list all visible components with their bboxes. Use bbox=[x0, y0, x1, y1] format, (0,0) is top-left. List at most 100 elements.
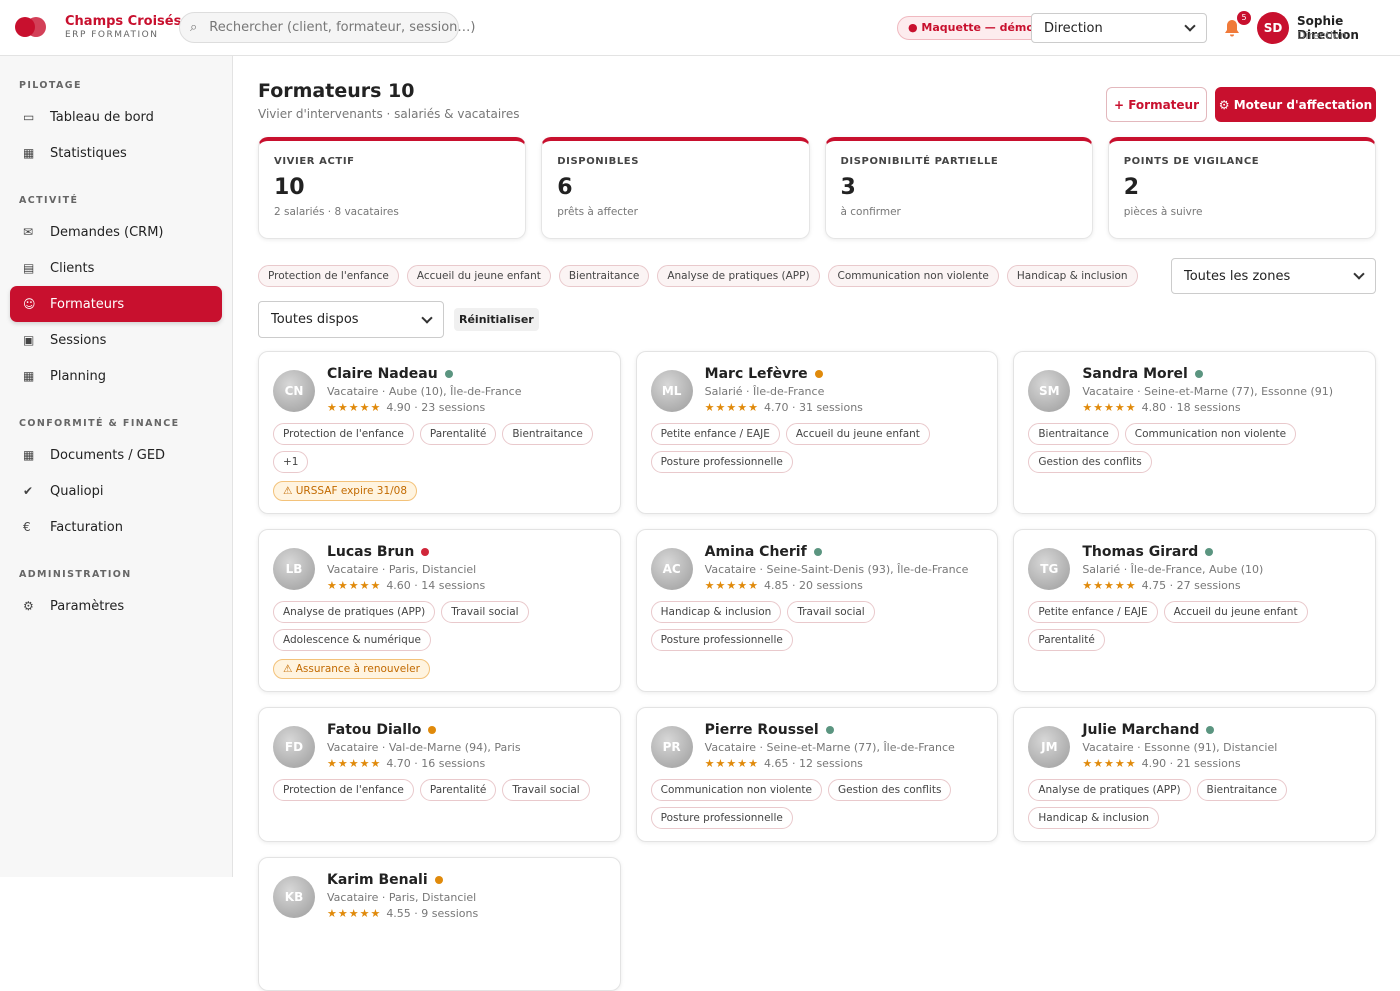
trainer-avatar: AC bbox=[650, 548, 693, 590]
trainer-name-row: Amina Cherif bbox=[705, 544, 984, 560]
trainer-name: Marc Lefèvre bbox=[704, 366, 808, 382]
trainer-name-row: Sandra Morel bbox=[1082, 366, 1361, 382]
trainer-details: Vacataire · Essonne (91), Distanciel bbox=[1082, 741, 1278, 754]
trainer-rating: ★★★★★ 4.85 · 20 sessions bbox=[705, 579, 984, 592]
add-trainer-button[interactable]: + Formateur bbox=[1106, 87, 1207, 122]
trainer-tags: Communication non violente Gestion des co… bbox=[650, 779, 984, 829]
role-select[interactable]: Direction bbox=[1031, 13, 1207, 43]
skill-tag: Posture professionnelle bbox=[650, 451, 793, 473]
nav-item[interactable]: ▦ Statistiques bbox=[10, 135, 222, 171]
nav-label: Formateurs bbox=[50, 296, 125, 312]
zone-select[interactable]: Toutes les zones bbox=[1171, 258, 1376, 294]
skill-tag: Handicap & inclusion bbox=[650, 601, 782, 623]
search-icon: ⌕ bbox=[190, 20, 198, 35]
trainer-info: Marc Lefèvre Salarié · Île-de-France ★★★★★… bbox=[705, 366, 984, 414]
nav-item[interactable]: ✉ Demandes (CRM) bbox=[10, 214, 222, 250]
rating-text: 4.80 · 18 sessions bbox=[1141, 401, 1241, 414]
rating-text: 4.75 · 27 sessions bbox=[1141, 579, 1241, 592]
skill-tag: Petite enfance / EAJE bbox=[1028, 601, 1158, 623]
trainer-tags: Petite enfance / EAJE Accueil du jeune en… bbox=[1028, 601, 1361, 651]
trainer-rating: ★★★★★ 4.65 · 12 sessions bbox=[705, 757, 984, 770]
nav-item[interactable]: ▣ Sessions bbox=[10, 322, 222, 358]
trainer-rating: ★★★★★ 4.75 · 27 sessions bbox=[1082, 579, 1361, 592]
trainer-card[interactable]: FD Fatou Diallo Vacataire · Val-de-Marne (… bbox=[258, 707, 621, 842]
nav-label: Tableau de bord bbox=[50, 109, 154, 125]
nav-item[interactable]: ⚙ Paramètres bbox=[10, 588, 222, 624]
filter-tag[interactable]: Handicap & inclusion bbox=[1006, 265, 1138, 287]
rating-stars: ★★★★★ bbox=[327, 579, 382, 592]
trainer-info: Karim Benali Vacataire · Paris, Distancie… bbox=[327, 872, 606, 920]
skill-tag: Bientraitance bbox=[1196, 779, 1288, 801]
filter-tag[interactable]: Bientraitance bbox=[558, 265, 650, 287]
kpi-card: DISPONIBILITÉ PARTIELLE 3 à confirmer bbox=[824, 137, 1093, 239]
nav-section-title: ACTIVITÉ bbox=[19, 195, 79, 206]
status-dot bbox=[813, 548, 822, 556]
nav-item[interactable]: ▤ Clients bbox=[10, 250, 222, 286]
rating-stars: ★★★★★ bbox=[327, 757, 382, 770]
assignment-engine-button[interactable]: ⚙ Moteur d'affectation bbox=[1215, 87, 1376, 122]
bell-icon[interactable] bbox=[1222, 18, 1242, 38]
trainer-card[interactable]: JM Julie Marchand Vacataire · Essonne (91)… bbox=[1013, 707, 1376, 842]
trainer-rating: ★★★★★ 4.80 · 18 sessions bbox=[1082, 401, 1361, 414]
trainer-info: Pierre Roussel Vacataire · Seine-et-Marne… bbox=[705, 722, 984, 770]
skill-tag: Protection de l'enfance bbox=[273, 779, 414, 801]
trainer-tags: Petite enfance / EAJE Accueil du jeune en… bbox=[650, 423, 984, 473]
reset-button[interactable]: Réinitialiser bbox=[454, 308, 539, 331]
user-avatar[interactable]: SD bbox=[1257, 12, 1289, 44]
trainer-tags: Bientraitance Communication non violente G… bbox=[1028, 423, 1361, 473]
nav-item[interactable]: ▭ Tableau de bord bbox=[10, 99, 222, 135]
trainer-info: Fatou Diallo Vacataire · Val-de-Marne (94… bbox=[327, 722, 606, 770]
nav-item[interactable]: ☺ Formateurs bbox=[10, 286, 222, 322]
filter-tag[interactable]: Accueil du jeune enfant bbox=[406, 265, 551, 287]
nav-label: Qualiopi bbox=[50, 483, 104, 499]
trainer-card[interactable]: PR Pierre Roussel Vacataire · Seine-et-Mar… bbox=[635, 707, 999, 842]
trainer-avatar: SM bbox=[1028, 370, 1071, 412]
trainer-tags: Analyse de pratiques (APP) Bientraitance H… bbox=[1028, 779, 1361, 829]
trainer-card[interactable]: LB Lucas Brun Vacataire · Paris, Distancie… bbox=[258, 529, 621, 692]
nav-section-title: PILOTAGE bbox=[19, 80, 82, 91]
status-dot bbox=[825, 726, 834, 734]
kpi-row: VIVIER ACTIF 10 2 salariés · 8 vacataires D… bbox=[258, 137, 1376, 239]
kpi-label: POINTS DE VIGILANCE bbox=[1123, 156, 1260, 167]
filter-tag[interactable]: Communication non violente bbox=[827, 265, 999, 287]
rating-text: 4.70 · 31 sessions bbox=[763, 401, 863, 414]
nav-item[interactable]: € Facturation bbox=[10, 509, 222, 545]
trainer-card[interactable]: ML Marc Lefèvre Salarié · Île-de-France ★★★… bbox=[635, 351, 999, 514]
trainer-name: Claire Nadeau bbox=[327, 366, 438, 382]
nav-item[interactable]: ✔ Qualiopi bbox=[10, 473, 222, 509]
nav-label: Facturation bbox=[50, 519, 123, 535]
trainer-card[interactable]: KB Karim Benali Vacataire · Paris, Distanc… bbox=[258, 857, 621, 991]
skill-tag: Travail social bbox=[441, 601, 529, 623]
trainer-name-row: Fatou Diallo bbox=[327, 722, 606, 738]
trainer-name-row: Julie Marchand bbox=[1082, 722, 1361, 738]
rating-stars: ★★★★★ bbox=[704, 757, 759, 770]
trainer-name: Karim Benali bbox=[327, 872, 428, 888]
kpi-card: VIVIER ACTIF 10 2 salariés · 8 vacataires bbox=[258, 137, 527, 239]
trainer-tags: Protection de l'enfance Parentalité Bientr… bbox=[273, 423, 606, 473]
nav-icon: ✉ bbox=[23, 225, 34, 239]
dispo-select[interactable]: Toutes dispos bbox=[258, 301, 444, 338]
trainer-card[interactable]: AC Amina Cherif Vacataire · Seine-Saint-De… bbox=[635, 529, 999, 692]
trainer-name-row: Lucas Brun bbox=[327, 544, 606, 560]
trainer-card[interactable]: TG Thomas Girard Salarié · Île-de-France, … bbox=[1013, 529, 1376, 692]
trainer-card[interactable]: SM Sandra Morel Vacataire · Seine-et-Marne… bbox=[1013, 351, 1376, 514]
rating-text: 4.60 · 14 sessions bbox=[386, 579, 486, 592]
filter-tag[interactable]: Analyse de pratiques (APP) bbox=[657, 265, 820, 287]
rating-text: 4.90 · 23 sessions bbox=[386, 401, 486, 414]
skill-tag: Gestion des conflits bbox=[828, 779, 952, 801]
search-placeholder: Rechercher (client, formateur, session…) bbox=[209, 20, 476, 35]
trainer-name-row: Thomas Girard bbox=[1082, 544, 1361, 560]
skill-tag: Posture professionnelle bbox=[650, 629, 793, 651]
nav-item[interactable]: ▦ Documents / GED bbox=[10, 437, 222, 473]
trainer-alert: ⚠ URSSAF expire 31/08 bbox=[273, 481, 418, 501]
trainer-grid: CN Claire Nadeau Vacataire · Aube (10), Îl… bbox=[258, 351, 1376, 991]
nav-item[interactable]: ▦ Planning bbox=[10, 358, 222, 394]
rating-text: 4.55 · 9 sessions bbox=[386, 907, 479, 920]
filter-tag[interactable]: Protection de l'enfance bbox=[258, 265, 399, 287]
nav-icon: € bbox=[23, 520, 31, 534]
search-box[interactable]: ⌕ Rechercher (client, formateur, session…… bbox=[179, 12, 476, 43]
trainer-card[interactable]: CN Claire Nadeau Vacataire · Aube (10), Îl… bbox=[258, 351, 621, 514]
nav-section-title: ADMINISTRATION bbox=[19, 569, 132, 580]
trainer-info: Lucas Brun Vacataire · Paris, Distanciel ★… bbox=[327, 544, 606, 592]
user-name: Sophie Direction bbox=[1297, 14, 1359, 42]
